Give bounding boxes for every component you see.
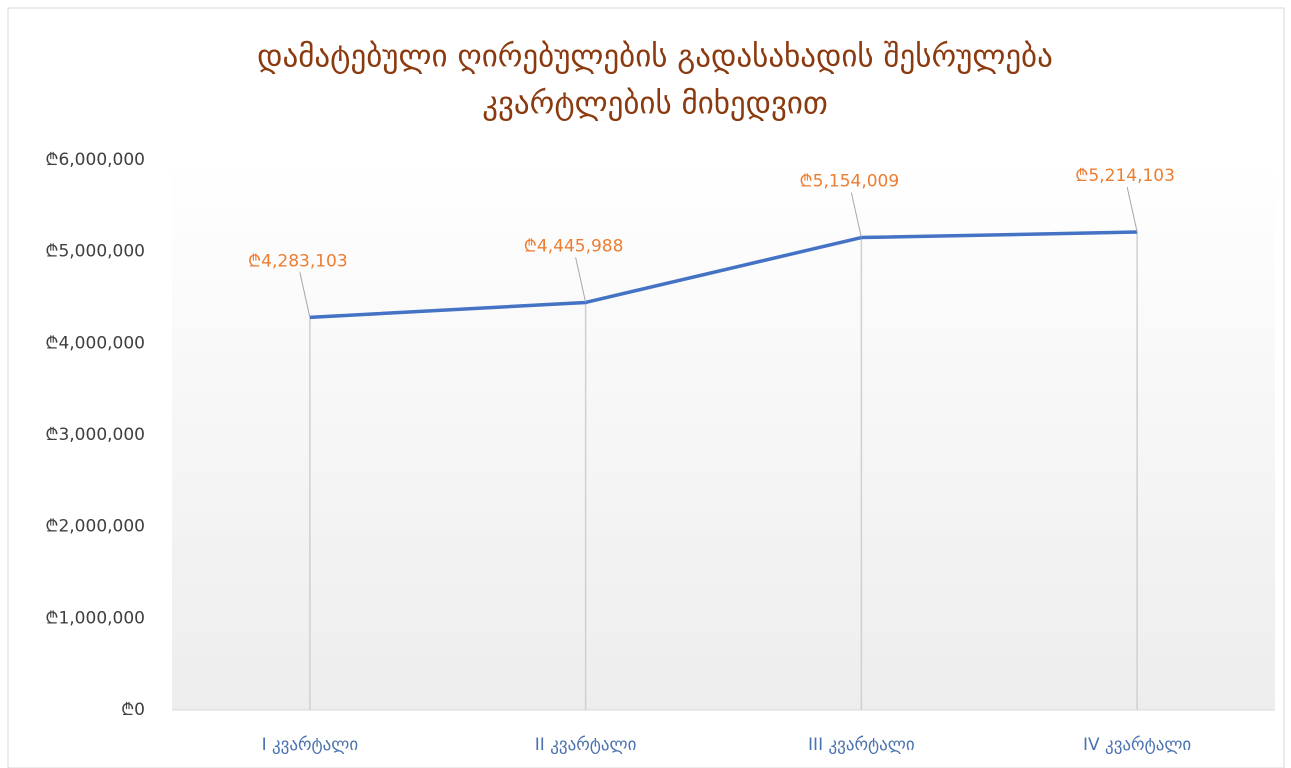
chart-title: კვარტლების მიხედვით bbox=[482, 86, 828, 122]
x-tick-label: III კვარტალი bbox=[808, 735, 915, 755]
plot-area bbox=[172, 160, 1275, 710]
y-tick-label: ₾2,000,000 bbox=[45, 517, 145, 537]
data-label: ₾5,214,103 bbox=[1075, 166, 1175, 186]
y-tick-label: ₾6,000,000 bbox=[45, 150, 145, 170]
data-label: ₾4,283,103 bbox=[248, 251, 348, 271]
leader-line bbox=[575, 257, 587, 303]
y-tick-label: ₾0 bbox=[121, 700, 145, 720]
leader-line bbox=[299, 272, 311, 318]
leader-line bbox=[850, 192, 862, 238]
x-tick-label: II კვარტალი bbox=[535, 735, 637, 755]
y-tick-label: ₾4,000,000 bbox=[45, 333, 145, 353]
x-tick-label: I კვარტალი bbox=[262, 735, 359, 755]
data-label: ₾4,445,988 bbox=[524, 236, 624, 256]
leader-line bbox=[1126, 186, 1138, 233]
y-tick-label: ₾1,000,000 bbox=[45, 608, 145, 628]
data-label: ₾5,154,009 bbox=[800, 172, 900, 192]
line-series bbox=[309, 230, 1138, 320]
y-tick-label: ₾3,000,000 bbox=[45, 425, 145, 445]
x-tick-label: IV კვარტალი bbox=[1083, 735, 1191, 755]
chart-title: დამატებული ღირებულების გადასახადის შესრუ… bbox=[257, 39, 1053, 75]
y-tick-label: ₾5,000,000 bbox=[45, 242, 145, 262]
